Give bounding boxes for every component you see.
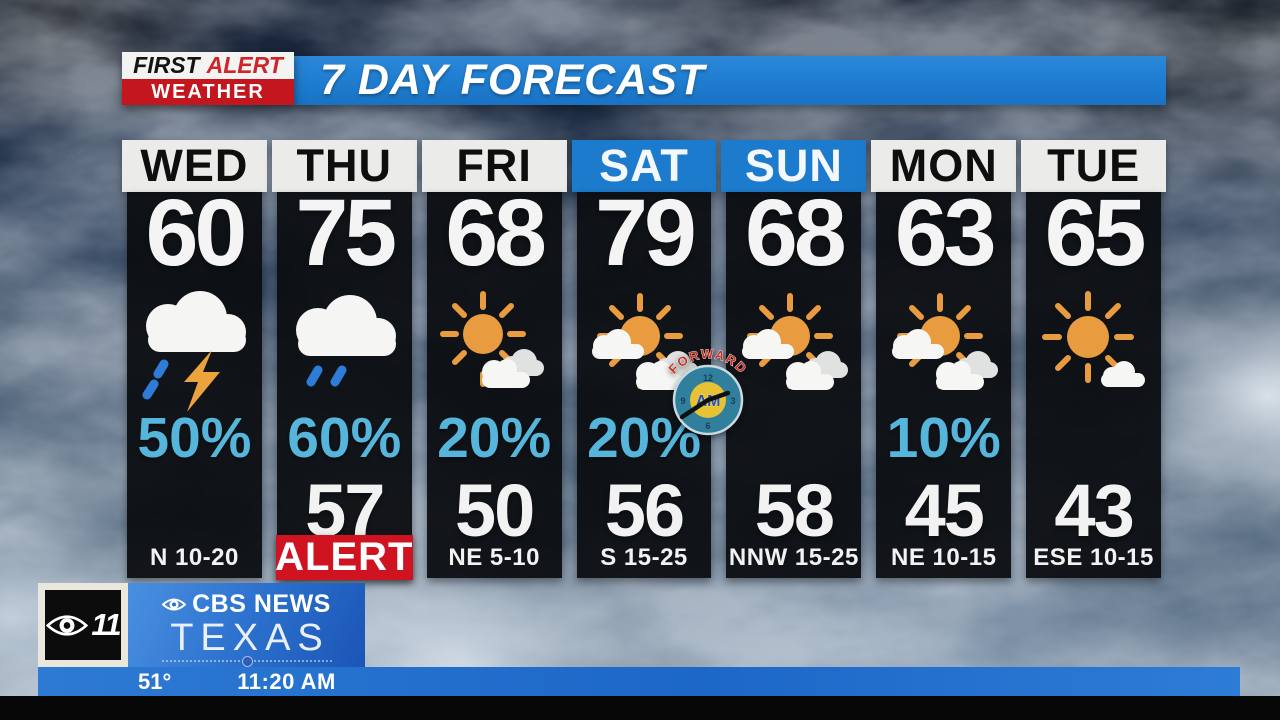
high-temp: 63 xyxy=(894,180,997,286)
page-title: 7 DAY FORECAST xyxy=(294,56,1166,105)
day-label: TUE xyxy=(1021,140,1167,192)
high-temp: 65 xyxy=(1044,180,1147,286)
partly-cloudy-icon xyxy=(724,282,864,414)
wind-label: ESE 10-15 xyxy=(1033,544,1154,571)
precip-chance: 50% xyxy=(137,406,252,470)
day-panel: 68 xyxy=(724,186,864,578)
thunderstorm-icon xyxy=(124,282,264,414)
forecast-column-thu: THU 75 60% 57 ALERT xyxy=(271,140,417,580)
high-temp: 60 xyxy=(145,180,248,286)
day-label: SUN xyxy=(721,140,867,192)
brand-word-weather: WEATHER xyxy=(122,79,294,105)
forecast-column-wed: WED 60 50% xyxy=(122,140,267,578)
ticker-bar: 51° 11:20 AM xyxy=(38,667,1240,696)
clock-number-12: 12 xyxy=(703,373,713,383)
day-panel: 60 50% N 10-20 xyxy=(124,186,264,578)
network-name: CBS NEWS xyxy=(192,590,331,618)
cbs-news-texas-panel: CBS NEWS TEXAS xyxy=(128,583,365,667)
wind-label: NNW 15-25 xyxy=(728,544,859,571)
day-panel: 75 60% 57 ALERT xyxy=(274,186,414,580)
low-temp: 45 xyxy=(904,469,985,552)
partly-sunny-icon xyxy=(424,282,564,414)
forward-am-clock-logo: 12 3 6 9 AM FORWARD xyxy=(665,346,749,436)
clock-hands xyxy=(679,390,731,420)
clock-number-3: 3 xyxy=(730,396,735,406)
forecast-columns: WED 60 50% xyxy=(122,140,1167,580)
wind-label: S 15-25 xyxy=(600,544,688,571)
first-alert-line: FIRST ALERT xyxy=(122,52,294,79)
forecast-column-sun: SUN 68 xyxy=(721,140,867,578)
low-temp: 58 xyxy=(754,469,835,552)
first-alert-weather-logo: FIRST ALERT WEATHER xyxy=(122,52,294,105)
region-name: TEXAS xyxy=(170,617,330,659)
current-temperature: 51° xyxy=(138,668,172,694)
wind-label: NE 5-10 xyxy=(448,544,540,571)
day-label: FRI xyxy=(421,140,567,192)
partly-cloudy-icon xyxy=(874,282,1014,414)
high-temp: 75 xyxy=(295,180,397,286)
rain-icon xyxy=(274,282,414,414)
day-panel: 63 xyxy=(874,186,1014,578)
day-panel: 68 xyxy=(424,186,564,578)
low-temp: 43 xyxy=(1054,469,1134,552)
cbs-eye-icon xyxy=(46,614,89,636)
low-temp: 56 xyxy=(604,469,685,552)
forecast-column-fri: FRI 68 xyxy=(421,140,567,578)
precip-chance: 20% xyxy=(437,406,552,470)
forecast-column-tue: TUE 65 xyxy=(1021,140,1167,578)
high-temp: 68 xyxy=(745,180,847,286)
wind-label: N 10-20 xyxy=(149,544,239,571)
brand-word-alert: ALERT xyxy=(206,52,283,78)
day-label: WED xyxy=(122,140,267,192)
wind-label: NE 10-15 xyxy=(891,544,997,571)
current-time: 11:20 AM xyxy=(237,668,336,694)
clock-number-6: 6 xyxy=(705,421,710,431)
letterbox-bar xyxy=(0,696,1280,720)
low-temp: 50 xyxy=(454,469,535,552)
high-temp: 68 xyxy=(445,180,547,286)
day-label: THU xyxy=(271,140,417,192)
alert-badge: ALERT xyxy=(275,535,414,580)
precip-chance: 60% xyxy=(287,406,402,470)
precip-chance: 10% xyxy=(886,406,1001,470)
forecast-column-mon: MON 63 xyxy=(871,140,1017,578)
clock-number-9: 9 xyxy=(680,396,685,406)
day-label: MON xyxy=(871,140,1017,192)
brand-word-first: FIRST xyxy=(133,52,200,78)
cbs-11-logo: 11 xyxy=(38,583,128,667)
day-panel: 65 xyxy=(1024,186,1164,578)
mostly-sunny-icon xyxy=(1024,282,1164,414)
cbs-eye-icon xyxy=(162,598,187,611)
high-temp: 79 xyxy=(595,180,697,286)
channel-number: 11 xyxy=(91,607,121,642)
day-label: SAT xyxy=(571,140,717,192)
panel-tick-marks xyxy=(161,655,332,667)
